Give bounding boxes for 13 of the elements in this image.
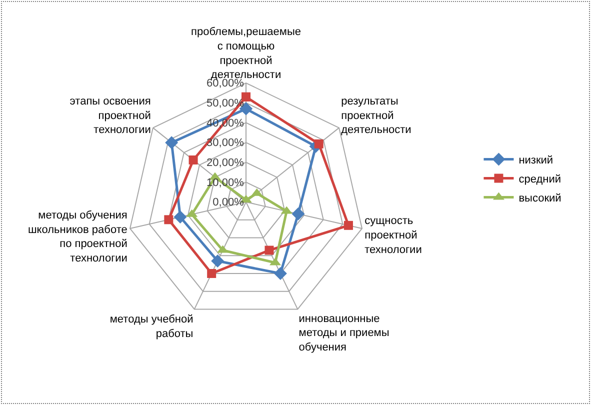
y-tick-label: 0,00%: [212, 196, 244, 209]
legend-label: средний: [518, 173, 561, 186]
y-tick-label: 60,00%: [206, 78, 244, 90]
legend-label: высокий: [518, 192, 562, 204]
spoke-label: сущность проектной технологии: [364, 215, 422, 256]
spoke-label: методы обучения школьников работе по проектной технологии: [28, 210, 128, 265]
legend-label: низкий: [518, 154, 554, 166]
spoke-label: методы учебной работы: [110, 314, 194, 340]
spoke-label: результаты проектной деятельности: [341, 96, 412, 136]
spoke-label: инновационные методы и приемы обучения: [298, 312, 390, 354]
spoke-label: этапы освоения проектной технологии: [70, 96, 151, 136]
y-tick-label: 30,00%: [206, 137, 244, 150]
y-tick-label: 20,00%: [206, 156, 244, 169]
